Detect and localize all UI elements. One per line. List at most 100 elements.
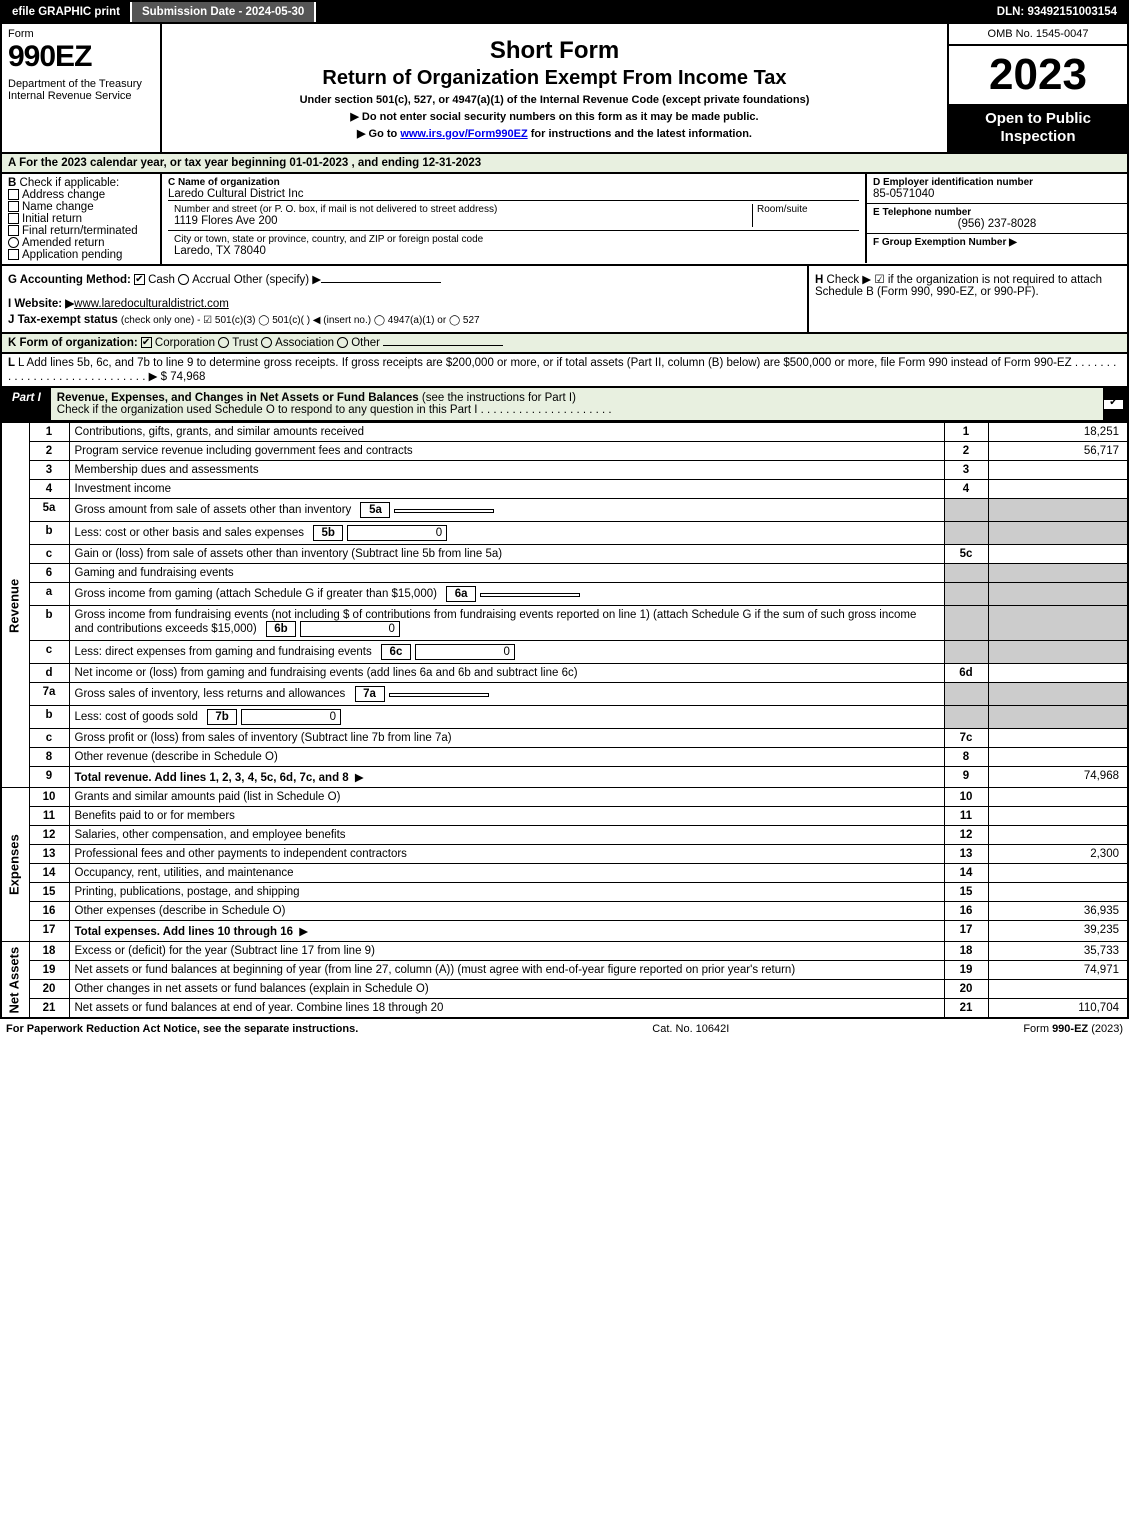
opt-name-change: Name change bbox=[22, 201, 94, 213]
do-not-enter-ssn: ▶ Do not enter social security numbers o… bbox=[350, 110, 758, 123]
room-label: Room/suite bbox=[757, 204, 853, 215]
line-desc-13: Professional fees and other payments to … bbox=[69, 845, 944, 864]
form-label: Form bbox=[8, 28, 154, 40]
line-num-15: 15 bbox=[29, 883, 69, 902]
under-section: Under section 501(c), 527, or 4947(a)(1)… bbox=[300, 94, 810, 106]
line-desc-c: Gross profit or (loss) from sales of inv… bbox=[69, 729, 944, 748]
opt-application-pending: Application pending bbox=[22, 249, 122, 261]
line-val-4 bbox=[988, 480, 1128, 499]
line-val-12 bbox=[988, 826, 1128, 845]
return-title: Return of Organization Exempt From Incom… bbox=[322, 67, 786, 90]
line-box-9: 9 bbox=[944, 767, 988, 788]
line-box-a bbox=[944, 583, 988, 606]
line-val-21: 110,704 bbox=[988, 999, 1128, 1019]
line-val-20 bbox=[988, 980, 1128, 999]
i-label: I Website: ▶ bbox=[8, 298, 74, 310]
checkbox-cash[interactable] bbox=[134, 274, 145, 285]
line-desc-5a: Gross amount from sale of assets other t… bbox=[69, 499, 944, 522]
checkbox-name-change[interactable] bbox=[8, 201, 19, 212]
website[interactable]: www.laredoculturaldistrict.com bbox=[74, 298, 229, 310]
goto-post: for instructions and the latest informat… bbox=[528, 128, 752, 140]
line-val-3 bbox=[988, 461, 1128, 480]
line-box-21: 21 bbox=[944, 999, 988, 1019]
checkbox-other-org[interactable] bbox=[337, 337, 348, 348]
part-i-bar: Part I Revenue, Expenses, and Changes in… bbox=[0, 388, 1129, 422]
e-label: E Telephone number bbox=[873, 207, 1121, 218]
line-num-c: c bbox=[29, 641, 69, 664]
form-header: Form 990EZ Department of the Treasury In… bbox=[0, 24, 1129, 154]
line-val-c bbox=[988, 641, 1128, 664]
checkbox-amended-return[interactable] bbox=[8, 237, 19, 248]
opt-amended-return: Amended return bbox=[22, 237, 104, 249]
topbar-spacer bbox=[316, 2, 986, 22]
section-a: A For the 2023 calendar year, or tax yea… bbox=[0, 154, 1129, 174]
line-box-1: 1 bbox=[944, 423, 988, 442]
line-box-3: 3 bbox=[944, 461, 988, 480]
opt-corporation: Corporation bbox=[155, 337, 215, 349]
line-box-13: 13 bbox=[944, 845, 988, 864]
line-val-10 bbox=[988, 788, 1128, 807]
checkbox-accrual[interactable] bbox=[178, 274, 189, 285]
checkbox-corporation[interactable] bbox=[141, 337, 152, 348]
f-label: F Group Exemption Number ▶ bbox=[873, 237, 1121, 248]
checkbox-initial-return[interactable] bbox=[8, 213, 19, 224]
part-i-tag: Part I bbox=[2, 388, 51, 420]
line-box-c: 5c bbox=[944, 545, 988, 564]
irs-link[interactable]: www.irs.gov/Form990EZ bbox=[400, 128, 527, 140]
opt-other: Other (specify) ▶ bbox=[234, 274, 321, 286]
line-num-c: c bbox=[29, 729, 69, 748]
line-desc-c: Less: direct expenses from gaming and fu… bbox=[69, 641, 944, 664]
opt-cash: Cash bbox=[148, 274, 175, 286]
checkbox-application-pending[interactable] bbox=[8, 249, 19, 260]
line-val-13: 2,300 bbox=[988, 845, 1128, 864]
city: Laredo, TX 78040 bbox=[174, 245, 853, 257]
checkbox-association[interactable] bbox=[261, 337, 272, 348]
line-val-15 bbox=[988, 883, 1128, 902]
line-box-19: 19 bbox=[944, 961, 988, 980]
line-num-21: 21 bbox=[29, 999, 69, 1019]
checkbox-final-return[interactable] bbox=[8, 225, 19, 236]
checkbox-trust[interactable] bbox=[218, 337, 229, 348]
line-val-19: 74,971 bbox=[988, 961, 1128, 980]
goto-pre: ▶ Go to bbox=[357, 128, 400, 140]
line-val-1: 18,251 bbox=[988, 423, 1128, 442]
line-box-c: 7c bbox=[944, 729, 988, 748]
line-desc-16: Other expenses (describe in Schedule O) bbox=[69, 902, 944, 921]
line-num-b: b bbox=[29, 522, 69, 545]
efile-print-button[interactable]: efile GRAPHIC print bbox=[2, 2, 132, 22]
footer-mid: Cat. No. 10642I bbox=[652, 1023, 729, 1035]
line-val-18: 35,733 bbox=[988, 942, 1128, 961]
line-box-14: 14 bbox=[944, 864, 988, 883]
other-specify-line bbox=[321, 282, 441, 283]
line-val-11 bbox=[988, 807, 1128, 826]
line-desc-c: Gain or (loss) from sale of assets other… bbox=[69, 545, 944, 564]
line-val-5a bbox=[988, 499, 1128, 522]
ein: 85-0571040 bbox=[873, 188, 1121, 200]
line-desc-a: Gross income from gaming (attach Schedul… bbox=[69, 583, 944, 606]
open-to-public: Open to Public Inspection bbox=[949, 104, 1127, 152]
line-box-11: 11 bbox=[944, 807, 988, 826]
line-num-b: b bbox=[29, 606, 69, 641]
omb-number: OMB No. 1545-0047 bbox=[949, 24, 1127, 46]
opt-other-org: Other bbox=[351, 337, 380, 349]
checkbox-schedule-o-part1[interactable] bbox=[1103, 399, 1124, 410]
line-val-9: 74,968 bbox=[988, 767, 1128, 788]
h-text: Check ▶ ☑ if the organization is not req… bbox=[815, 274, 1102, 298]
line-num-19: 19 bbox=[29, 961, 69, 980]
line-desc-b: Less: cost or other basis and sales expe… bbox=[69, 522, 944, 545]
row-g-h: G Accounting Method: Cash Accrual Other … bbox=[0, 266, 1129, 334]
goto-instructions: ▶ Go to www.irs.gov/Form990EZ for instru… bbox=[357, 127, 752, 140]
line-box-7a bbox=[944, 683, 988, 706]
footer-left: For Paperwork Reduction Act Notice, see … bbox=[6, 1023, 358, 1035]
d-label: D Employer identification number bbox=[873, 177, 1121, 188]
part-i-check-text: Check if the organization used Schedule … bbox=[57, 404, 612, 416]
line-val-c bbox=[988, 545, 1128, 564]
line-box-18: 18 bbox=[944, 942, 988, 961]
checkbox-address-change[interactable] bbox=[8, 189, 19, 200]
side-label-revenue: Revenue bbox=[1, 423, 29, 788]
line-desc-10: Grants and similar amounts paid (list in… bbox=[69, 788, 944, 807]
line-val-6 bbox=[988, 564, 1128, 583]
city-label: City or town, state or province, country… bbox=[174, 234, 853, 245]
line-num-c: c bbox=[29, 545, 69, 564]
g-label: G Accounting Method: bbox=[8, 274, 131, 286]
